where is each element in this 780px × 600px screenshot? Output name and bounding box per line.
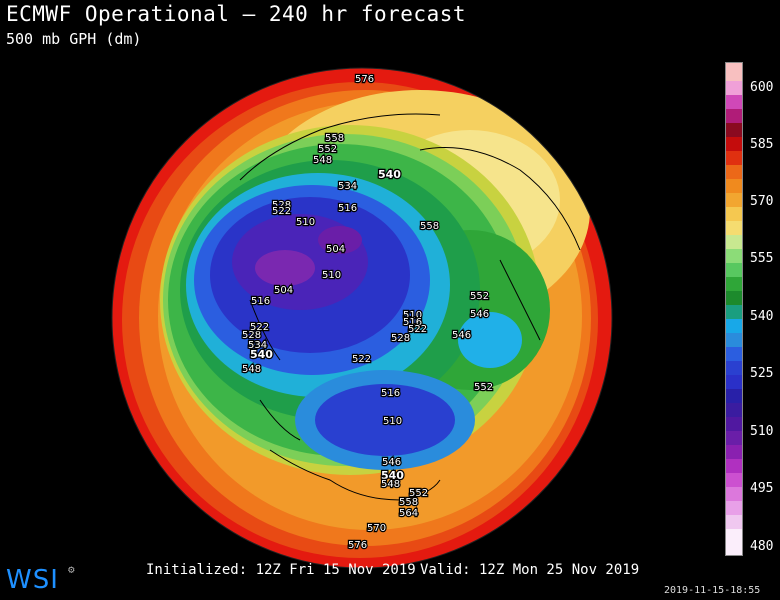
contour-label: 510 bbox=[403, 310, 422, 321]
contour-label: 548 bbox=[313, 155, 332, 166]
initialized-time: Initialized: 12Z Fri 15 Nov 2019 bbox=[146, 562, 416, 578]
scale-tick-555: 555 bbox=[750, 251, 774, 266]
color-scale-fill bbox=[726, 63, 742, 555]
contour-label: 548 bbox=[242, 364, 261, 375]
scale-tick-525: 525 bbox=[750, 366, 774, 381]
color-scale-bar bbox=[725, 62, 743, 556]
contour-label: 510 bbox=[322, 270, 341, 281]
height-field bbox=[112, 68, 612, 568]
map-subtitle: 500 mb GPH (dm) bbox=[6, 30, 142, 48]
scale-tick-480: 480 bbox=[750, 539, 774, 554]
contour-label: 504 bbox=[326, 244, 345, 255]
contour-label: 522 bbox=[352, 354, 371, 365]
contour-label: 576 bbox=[348, 540, 367, 551]
contour-label: 534 bbox=[248, 340, 267, 351]
contour-label: 510 bbox=[383, 416, 402, 427]
contour-label: 552 bbox=[474, 382, 493, 393]
contour-label: 576 bbox=[355, 74, 374, 85]
scale-tick-540: 540 bbox=[750, 309, 774, 324]
contour-label: 546 bbox=[452, 330, 471, 341]
logo-mark-icon: ⚙ bbox=[68, 563, 75, 576]
contour-label: 540 bbox=[378, 168, 401, 181]
contour-label: 516 bbox=[251, 296, 270, 307]
contour-label: 522 bbox=[250, 322, 269, 333]
contour-label: 546 bbox=[382, 457, 401, 468]
scale-tick-585: 585 bbox=[750, 137, 774, 152]
contour-label: 504 bbox=[274, 285, 293, 296]
contour-label: 552 bbox=[318, 144, 337, 155]
contour-label: 558 bbox=[420, 221, 439, 232]
contour-label: 552 bbox=[470, 291, 489, 302]
contour-label: 522 bbox=[272, 206, 291, 217]
contour-label: 570 bbox=[367, 523, 386, 534]
map-title: ECMWF Operational — 240 hr forecast bbox=[6, 2, 467, 26]
generated-timestamp: 2019-11-15-18:55 bbox=[664, 585, 761, 596]
contour-label: 534 bbox=[338, 181, 357, 192]
contour-label: 528 bbox=[272, 200, 291, 211]
contour-label: 528 bbox=[391, 333, 410, 344]
contour-label: 540 bbox=[381, 469, 404, 482]
contour-label: 516 bbox=[403, 317, 422, 328]
contour-label: 552 bbox=[409, 488, 428, 499]
contour-label: 558 bbox=[325, 133, 344, 144]
contour-label: 516 bbox=[338, 203, 357, 214]
contour-label: 540 bbox=[250, 348, 273, 361]
contour-label: 516 bbox=[381, 388, 400, 399]
scale-tick-510: 510 bbox=[750, 424, 774, 439]
scale-tick-495: 495 bbox=[750, 481, 774, 496]
contour-label: 528 bbox=[242, 330, 261, 341]
wsi-logo: WSI bbox=[6, 565, 59, 595]
scale-tick-570: 570 bbox=[750, 194, 774, 209]
valid-time: Valid: 12Z Mon 25 Nov 2019 bbox=[420, 562, 640, 578]
contour-label: 522 bbox=[408, 324, 427, 335]
scale-tick-600: 600 bbox=[750, 80, 774, 95]
contour-label: 564 bbox=[399, 508, 418, 519]
contour-label: 548 bbox=[381, 479, 400, 490]
coastlines bbox=[239, 113, 581, 501]
contour-label: 558 bbox=[399, 497, 418, 508]
contour-label: 546 bbox=[470, 309, 489, 320]
contour-label: 510 bbox=[296, 217, 315, 228]
